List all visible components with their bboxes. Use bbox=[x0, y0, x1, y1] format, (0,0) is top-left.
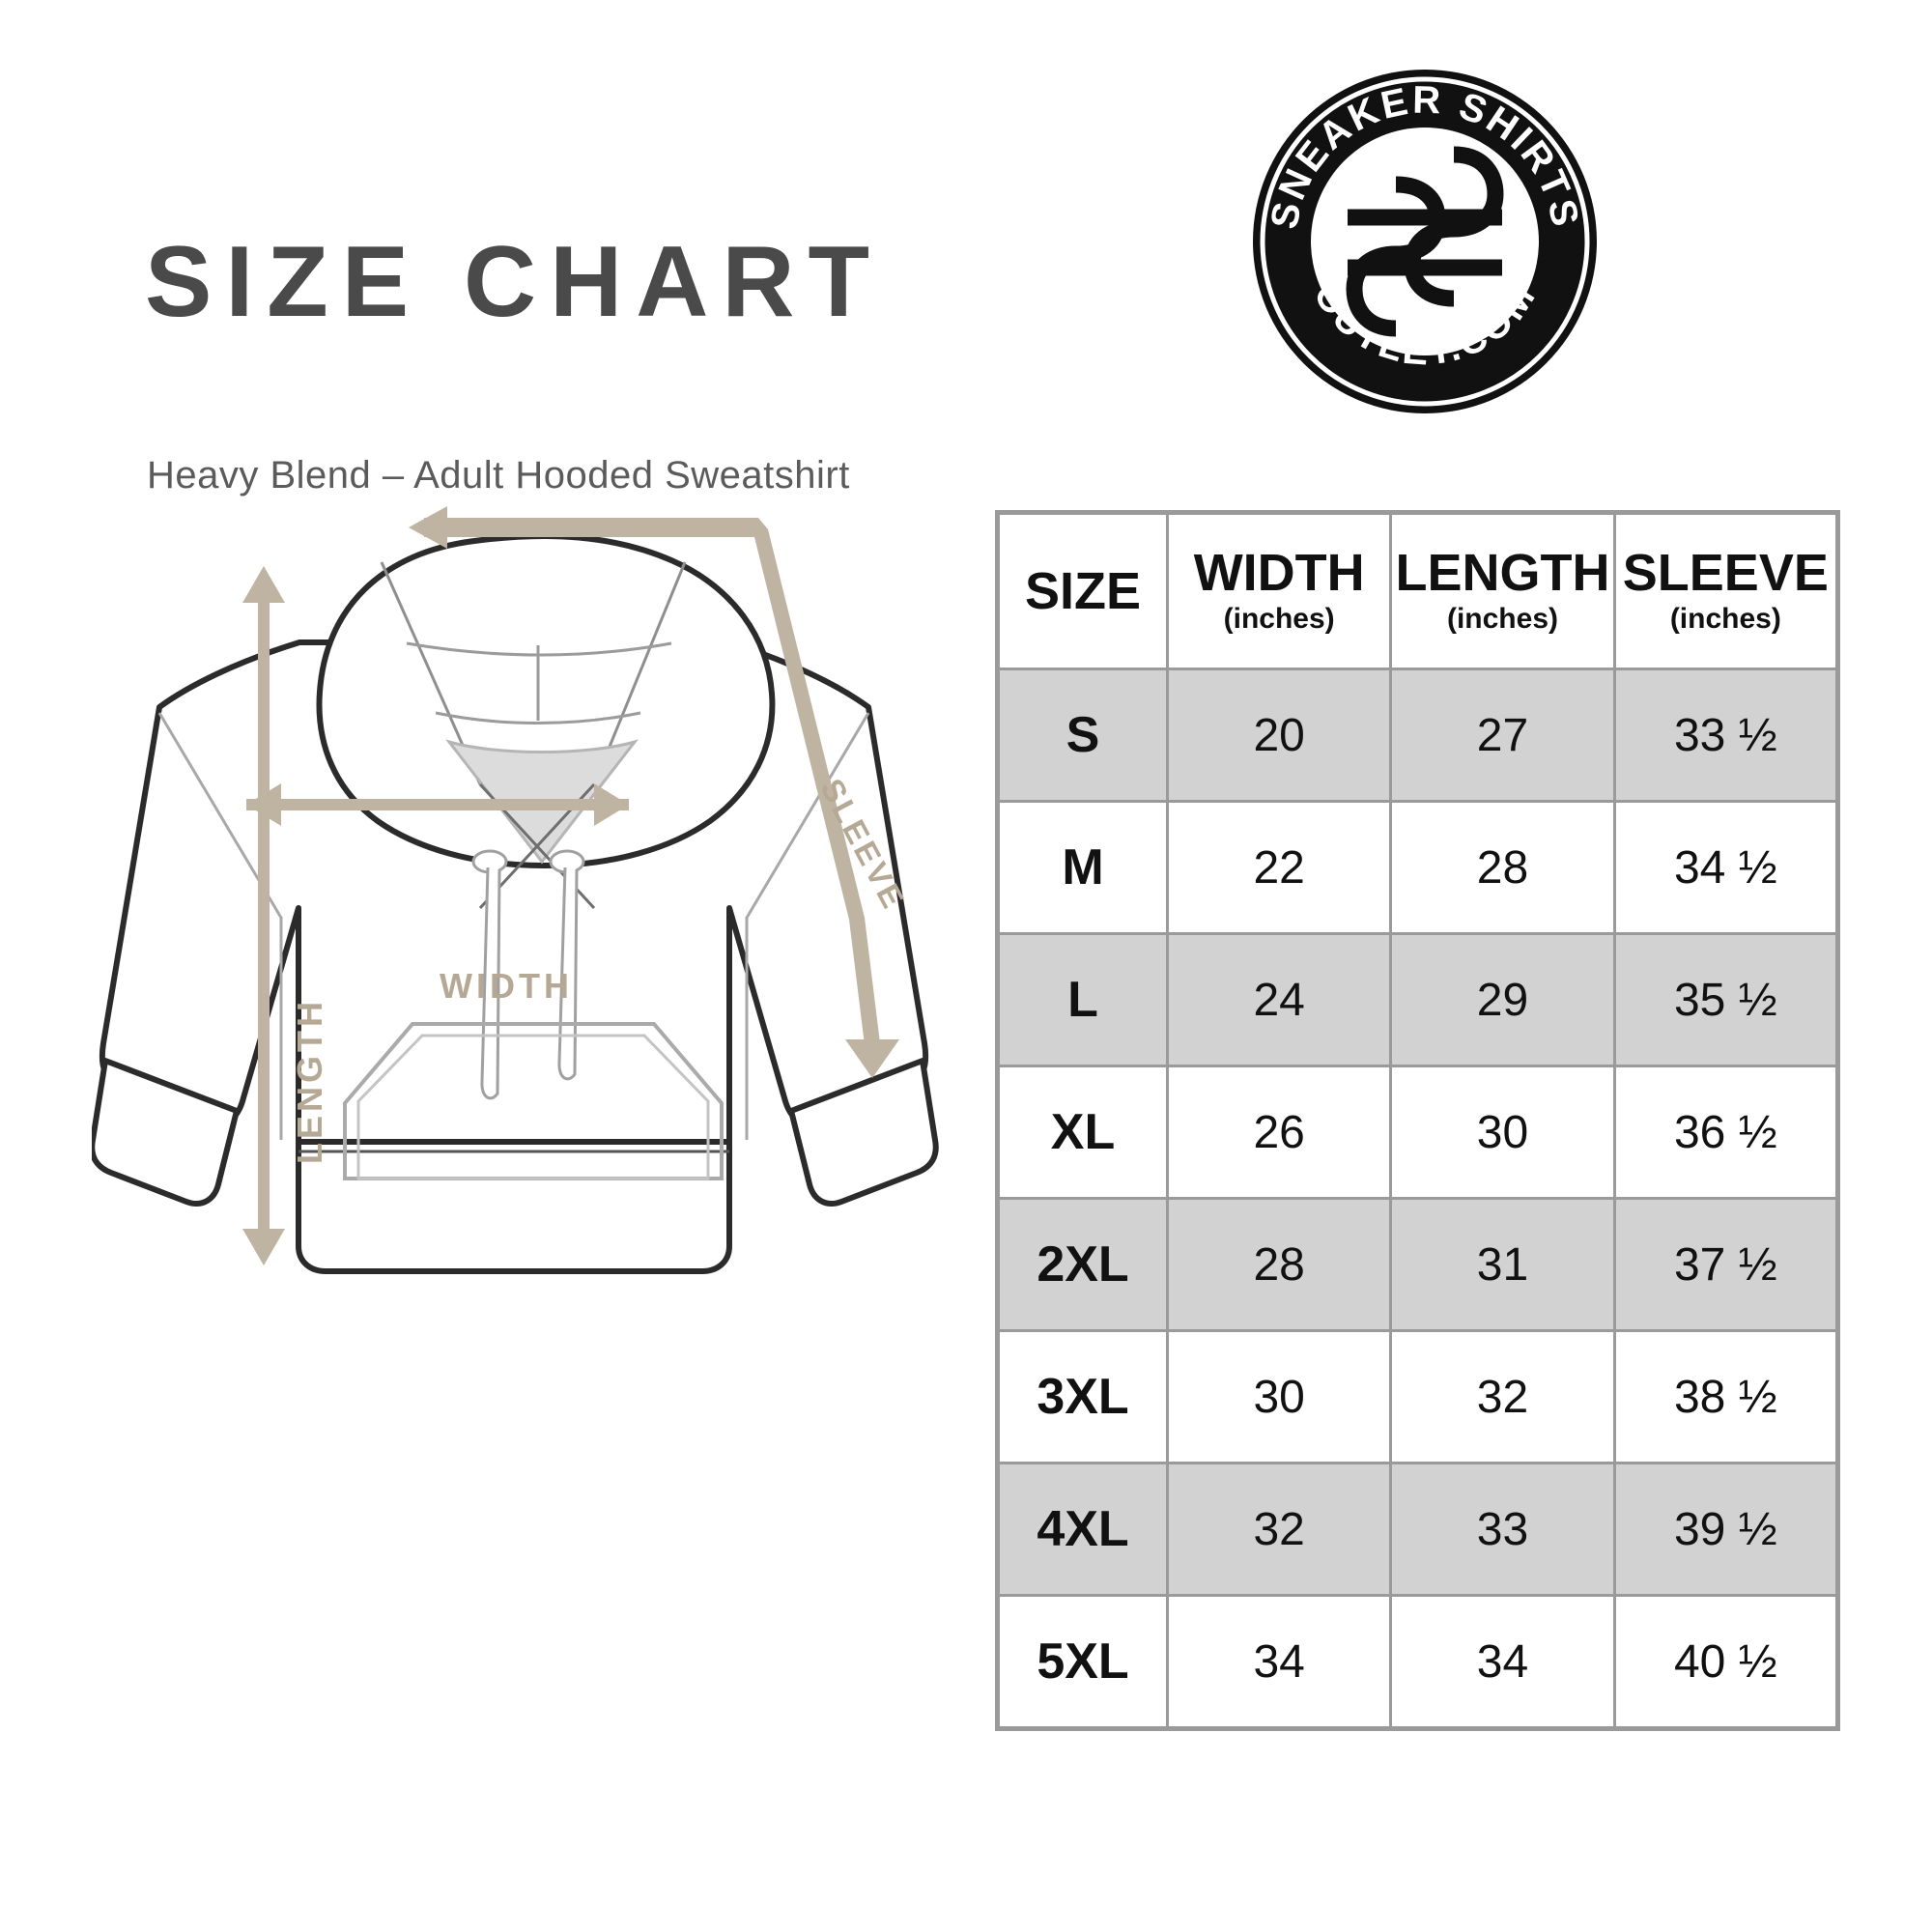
cell-length: 29 bbox=[1389, 932, 1616, 1067]
cell-width: 32 bbox=[1165, 1462, 1393, 1597]
width-label: WIDTH bbox=[440, 966, 573, 1006]
header-size-main: SIZE bbox=[1024, 562, 1142, 620]
hood-band-lower bbox=[435, 711, 641, 724]
header-length-sub: (inches) bbox=[1446, 603, 1558, 635]
cell-sleeve: 39 ½ bbox=[1612, 1462, 1840, 1597]
header-length-main: LENGTH bbox=[1395, 544, 1610, 602]
table-row: 2XL 28 31 37 ½ bbox=[996, 1197, 1840, 1332]
cell-width: 30 bbox=[1165, 1329, 1393, 1464]
cell-width: 34 bbox=[1165, 1594, 1393, 1730]
page-subtitle: Heavy Blend – Adult Hooded Sweatshirt bbox=[147, 454, 850, 497]
length-label: LENGTH bbox=[290, 998, 329, 1164]
cell-length: 28 bbox=[1389, 800, 1616, 935]
table-row: 5XL 34 34 40 ½ bbox=[996, 1594, 1840, 1730]
cell-sleeve: 38 ½ bbox=[1612, 1329, 1840, 1464]
table-header-row: SIZE WIDTH (inches) LENGTH (inches) SLEE… bbox=[996, 511, 1840, 670]
header-sleeve-main: SLEEVE bbox=[1622, 544, 1829, 602]
cell-sleeve: 35 ½ bbox=[1612, 932, 1840, 1067]
logo-monogram bbox=[1346, 146, 1504, 337]
table-row: S 20 27 33 ½ bbox=[996, 668, 1840, 803]
header-cell-sleeve: SLEEVE (inches) bbox=[1612, 511, 1840, 670]
cell-sleeve: 40 ½ bbox=[1612, 1594, 1840, 1730]
drawstring-left bbox=[480, 867, 501, 1100]
hoodie-cuff-right bbox=[788, 1058, 939, 1207]
cell-size: 3XL bbox=[996, 1329, 1169, 1464]
cell-length: 34 bbox=[1389, 1594, 1616, 1730]
cell-size: M bbox=[996, 800, 1169, 935]
cell-width: 26 bbox=[1165, 1065, 1393, 1200]
header-width-main: WIDTH bbox=[1193, 544, 1365, 602]
table-row: XL 26 30 36 ½ bbox=[996, 1065, 1840, 1200]
header-cell-width: WIDTH (inches) bbox=[1165, 511, 1393, 670]
header-width-sub: (inches) bbox=[1223, 603, 1335, 635]
cell-size: S bbox=[996, 668, 1169, 803]
cell-width: 20 bbox=[1165, 668, 1393, 803]
hoodie-svg bbox=[89, 506, 939, 1274]
table-row: 3XL 30 32 38 ½ bbox=[996, 1329, 1840, 1464]
header-sleeve-sub: (inches) bbox=[1669, 603, 1781, 635]
measurement-arrows bbox=[242, 506, 899, 1265]
size-table: SIZE WIDTH (inches) LENGTH (inches) SLEE… bbox=[995, 510, 1840, 1731]
cell-sleeve: 33 ½ bbox=[1612, 668, 1840, 803]
cell-size: XL bbox=[996, 1065, 1169, 1200]
hoodie-waistband bbox=[296, 1139, 732, 1274]
cell-width: 28 bbox=[1165, 1197, 1393, 1332]
cell-size: L bbox=[996, 932, 1169, 1067]
logo-ring-hairline bbox=[1260, 76, 1590, 407]
hoodie-illustration bbox=[89, 502, 1000, 1555]
cell-size: 4XL bbox=[996, 1462, 1169, 1597]
kangaroo-pocket bbox=[343, 1022, 724, 1180]
cell-size: 5XL bbox=[996, 1594, 1169, 1730]
sleeve-arrow bbox=[409, 506, 899, 1078]
cell-size: 2XL bbox=[996, 1197, 1169, 1332]
cell-sleeve: 34 ½ bbox=[1612, 800, 1840, 935]
page-title: SIZE CHART bbox=[145, 226, 883, 338]
kangaroo-pocket-inner bbox=[356, 1034, 710, 1180]
drawstring-right bbox=[557, 867, 579, 1081]
table-row: M 22 28 34 ½ bbox=[996, 800, 1840, 935]
hoodie-cuff-left bbox=[89, 1058, 240, 1207]
seam-left bbox=[157, 712, 283, 1140]
header-cell-size: SIZE bbox=[996, 511, 1169, 670]
cell-length: 33 bbox=[1389, 1462, 1616, 1597]
cell-width: 22 bbox=[1165, 800, 1393, 935]
cell-length: 27 bbox=[1389, 668, 1616, 803]
cell-width: 24 bbox=[1165, 932, 1393, 1067]
cell-sleeve: 36 ½ bbox=[1612, 1065, 1840, 1200]
cell-sleeve: 37 ½ bbox=[1612, 1197, 1840, 1332]
table-row: 4XL 32 33 39 ½ bbox=[996, 1462, 1840, 1597]
length-arrow bbox=[242, 566, 285, 1265]
table-row: L 24 29 35 ½ bbox=[996, 932, 1840, 1067]
cell-length: 31 bbox=[1389, 1197, 1616, 1332]
cell-length: 30 bbox=[1389, 1065, 1616, 1200]
table-body: S 20 27 33 ½ M 22 28 34 ½ L 24 29 35 ½ X… bbox=[996, 668, 1840, 1730]
brand-logo: SNEAKER SHIRTS OUTLET.COM bbox=[1246, 63, 1604, 420]
cell-length: 32 bbox=[1389, 1329, 1616, 1464]
hoodie-hood bbox=[316, 532, 776, 869]
header-cell-length: LENGTH (inches) bbox=[1389, 511, 1616, 670]
hood-band-upper bbox=[406, 641, 672, 657]
logo-svg: SNEAKER SHIRTS OUTLET.COM bbox=[1253, 70, 1597, 413]
